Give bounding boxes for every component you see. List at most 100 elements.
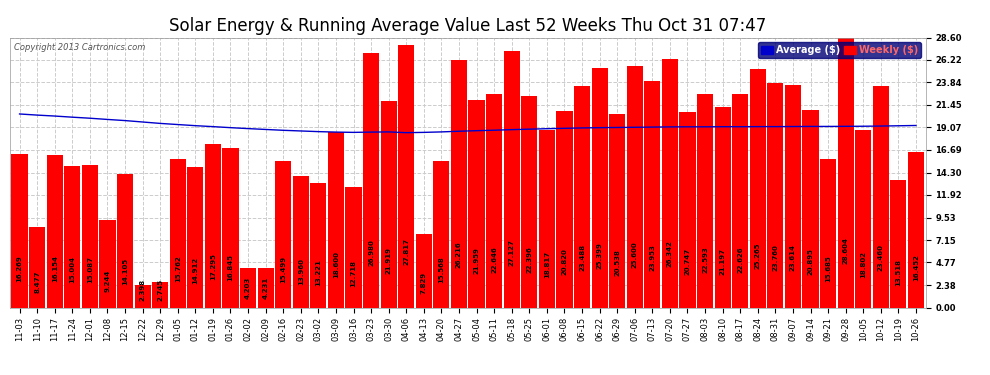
Bar [908,152,924,308]
Text: 15.499: 15.499 [280,256,286,283]
Bar [803,110,819,308]
Bar [574,86,590,308]
Bar [591,68,608,308]
Bar [380,100,397,308]
Text: 22.396: 22.396 [527,246,533,273]
Bar [12,154,28,308]
Text: 21.959: 21.959 [473,247,479,274]
Bar [135,285,150,308]
Bar [29,228,46,308]
Text: 20.820: 20.820 [561,248,567,275]
Text: 22.646: 22.646 [491,246,497,273]
Text: 25.265: 25.265 [754,242,760,269]
Bar [486,94,502,308]
Text: 27.817: 27.817 [403,238,409,265]
Text: 25.399: 25.399 [597,242,603,269]
Bar [855,130,871,308]
Text: 18.817: 18.817 [544,251,549,278]
Text: 26.216: 26.216 [456,241,462,267]
Text: 18.802: 18.802 [860,251,866,278]
Bar [240,268,256,308]
Text: 4.203: 4.203 [246,276,251,299]
Text: 13.221: 13.221 [316,259,322,286]
Bar [64,166,80,308]
Bar [521,96,538,308]
Text: 26.342: 26.342 [667,240,673,267]
Text: 23.953: 23.953 [649,244,655,271]
Text: 4.231: 4.231 [262,276,268,298]
Bar [82,165,98,308]
Text: 14.912: 14.912 [192,256,198,284]
Bar [169,159,186,308]
Bar [99,220,116,308]
Text: 17.295: 17.295 [210,253,216,280]
Bar [767,83,783,308]
Bar [363,53,379,307]
Bar [346,188,361,308]
Text: 2.745: 2.745 [157,279,163,301]
Text: 21.197: 21.197 [720,248,726,274]
Bar [223,148,239,308]
Text: 22.593: 22.593 [702,246,708,273]
Bar [785,85,801,308]
Text: 20.747: 20.747 [684,248,690,275]
Bar [697,94,713,308]
Bar [450,60,467,308]
Text: 21.919: 21.919 [386,247,392,274]
Bar [310,183,327,308]
Text: 23.460: 23.460 [878,244,884,272]
Text: 27.127: 27.127 [509,239,515,266]
Bar [644,81,660,308]
Bar [504,51,520,308]
Bar [609,114,626,308]
Bar [539,130,555,308]
Bar [434,160,449,308]
Bar [293,176,309,308]
Text: 9.244: 9.244 [105,269,111,292]
Bar [205,144,221,308]
Text: 23.488: 23.488 [579,244,585,272]
Text: 15.004: 15.004 [69,256,75,284]
Bar [117,174,133,308]
Bar [152,282,168,308]
Text: 22.626: 22.626 [738,246,743,273]
Text: 26.980: 26.980 [368,240,374,267]
Text: 28.604: 28.604 [842,237,848,264]
Bar [468,100,485,308]
Bar [820,159,837,308]
Text: 23.614: 23.614 [790,244,796,271]
Bar [187,167,203,308]
Text: 15.568: 15.568 [439,256,445,283]
Title: Solar Energy & Running Average Value Last 52 Weeks Thu Oct 31 07:47: Solar Energy & Running Average Value Las… [169,16,766,34]
Text: 2.398: 2.398 [140,279,146,301]
Bar [890,180,907,308]
Text: 13.960: 13.960 [298,258,304,285]
Bar [416,234,432,308]
Text: 7.829: 7.829 [421,272,427,294]
Bar [679,112,696,308]
Text: 23.760: 23.760 [772,244,778,271]
Bar [627,66,643,308]
Bar [873,86,889,308]
Bar [662,59,678,308]
Text: 12.718: 12.718 [350,260,356,286]
Text: 18.600: 18.600 [333,251,339,278]
Bar [749,69,766,308]
Bar [275,161,291,308]
Text: 15.685: 15.685 [825,256,831,282]
Text: 13.518: 13.518 [895,258,902,285]
Bar [556,111,572,308]
Text: 14.105: 14.105 [122,258,128,285]
Text: 20.895: 20.895 [808,248,814,275]
Bar [715,107,731,308]
Legend: Average ($), Weekly ($): Average ($), Weekly ($) [758,42,921,58]
Text: 8.477: 8.477 [34,270,41,292]
Bar [838,38,853,308]
Bar [733,94,748,308]
Bar [328,132,345,308]
Bar [398,45,415,308]
Text: 25.600: 25.600 [632,242,638,268]
Text: 16.154: 16.154 [51,255,57,282]
Text: 15.087: 15.087 [87,256,93,283]
Text: 20.538: 20.538 [614,249,620,276]
